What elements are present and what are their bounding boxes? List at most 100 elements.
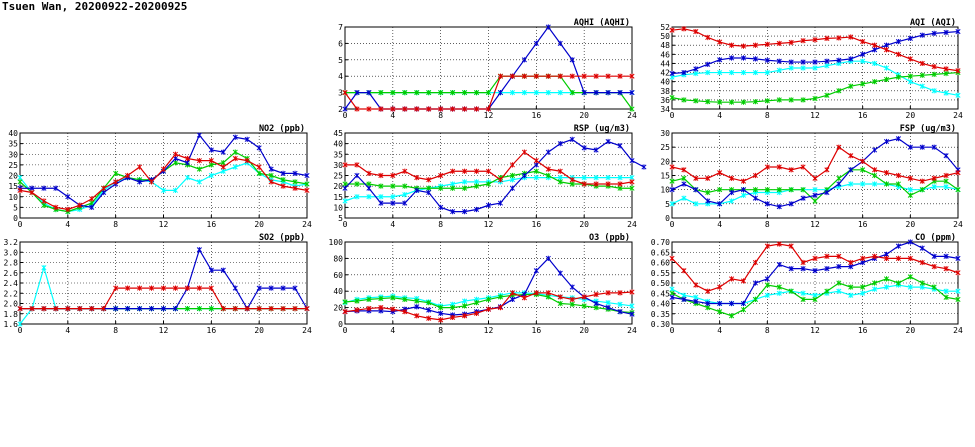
data-point xyxy=(390,200,396,206)
x-tick-label: 4 xyxy=(65,220,70,229)
data-point xyxy=(473,206,480,213)
data-point xyxy=(438,204,444,210)
data-point xyxy=(907,187,913,193)
y-tick-label: 45 xyxy=(333,129,343,138)
data-point xyxy=(232,306,238,312)
data-point xyxy=(717,69,723,76)
data-point xyxy=(605,181,611,187)
data-point xyxy=(65,206,71,213)
data-point xyxy=(836,181,842,187)
data-point xyxy=(256,306,262,312)
data-point xyxy=(776,290,782,296)
data-point xyxy=(740,192,747,198)
data-point xyxy=(617,309,623,315)
data-point xyxy=(390,172,396,179)
series-line xyxy=(19,265,307,325)
data-point xyxy=(740,99,747,105)
y-tick-label: 40 xyxy=(660,78,670,87)
data-point xyxy=(800,266,806,272)
data-point xyxy=(860,158,866,164)
data-point xyxy=(836,288,842,294)
data-point xyxy=(931,88,937,94)
data-point xyxy=(955,296,961,302)
panel-fsp: 0 4 8 12 16 20 24 0 5 10 15 20 25 30 FSP (ug/m3) xyxy=(660,124,963,229)
data-point xyxy=(366,305,372,312)
data-point xyxy=(788,187,794,193)
data-point xyxy=(669,27,675,33)
y-tick-label: 34 xyxy=(660,105,670,114)
data-point xyxy=(848,34,854,40)
panel-title: AQHI (AQHI) xyxy=(574,18,630,28)
data-point xyxy=(895,51,901,57)
data-point xyxy=(860,181,866,187)
data-point xyxy=(89,306,95,312)
data-point xyxy=(919,72,925,78)
data-point xyxy=(196,179,202,185)
data-point xyxy=(764,292,770,298)
data-point xyxy=(53,185,59,191)
data-point xyxy=(705,99,711,105)
data-point xyxy=(907,255,913,261)
y-tick-label: 1.8 xyxy=(4,310,19,319)
data-point xyxy=(740,69,747,76)
data-point xyxy=(53,204,59,210)
data-point xyxy=(569,177,575,183)
data-point xyxy=(280,170,286,176)
data-point xyxy=(426,189,432,196)
data-point xyxy=(605,73,611,79)
data-point xyxy=(605,138,611,145)
data-point xyxy=(160,285,167,291)
x-tick-label: 4 xyxy=(390,326,395,335)
data-point xyxy=(390,106,396,112)
data-point xyxy=(752,172,758,179)
y-tick-label: 15 xyxy=(333,193,343,202)
data-point xyxy=(41,265,47,271)
data-point xyxy=(860,81,866,87)
data-point xyxy=(788,97,794,103)
data-point xyxy=(788,167,794,173)
data-point xyxy=(354,194,360,200)
data-point xyxy=(268,285,274,291)
y-tick-label: 5 xyxy=(13,203,18,212)
x-tick-label: 0 xyxy=(18,220,23,229)
data-point xyxy=(184,155,190,162)
data-point xyxy=(693,187,699,193)
y-tick-label: 40 xyxy=(333,287,343,296)
data-point xyxy=(354,162,360,168)
series-line xyxy=(345,151,633,185)
data-point xyxy=(533,158,539,164)
data-point xyxy=(883,138,890,145)
data-point xyxy=(462,209,468,215)
data-point xyxy=(438,317,444,323)
data-point xyxy=(292,179,298,185)
y-tick-label: 2 xyxy=(338,105,343,114)
data-point xyxy=(717,187,723,193)
y-tick-label: 0.55 xyxy=(651,269,670,278)
data-point xyxy=(208,172,214,179)
data-point xyxy=(172,306,179,312)
data-point xyxy=(907,73,913,79)
data-point xyxy=(304,187,310,193)
x-tick-label: 8 xyxy=(438,220,443,229)
x-tick-label: 0 xyxy=(343,111,348,120)
data-point xyxy=(848,284,854,290)
data-point xyxy=(366,90,372,96)
data-point xyxy=(280,285,286,291)
data-point xyxy=(812,255,818,261)
data-point xyxy=(101,306,107,312)
data-point xyxy=(581,73,587,79)
data-point xyxy=(729,276,735,282)
data-point xyxy=(681,181,687,187)
data-point xyxy=(919,280,925,286)
x-tick-label: 24 xyxy=(953,220,963,229)
data-point xyxy=(280,183,286,189)
data-point xyxy=(955,68,961,74)
data-point xyxy=(342,198,348,204)
data-point xyxy=(776,241,782,247)
data-point xyxy=(378,172,384,179)
page-title: Tsuen Wan, 20200922-20200925 xyxy=(2,0,188,13)
data-point xyxy=(378,194,384,200)
data-point xyxy=(641,164,647,170)
data-point xyxy=(752,56,758,62)
data-point xyxy=(557,294,563,300)
